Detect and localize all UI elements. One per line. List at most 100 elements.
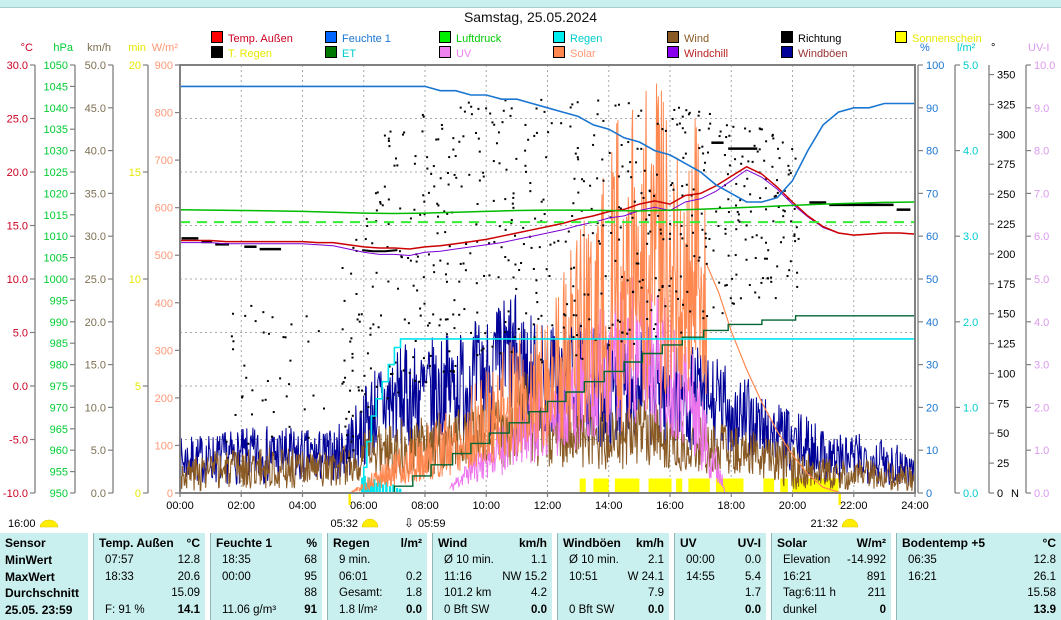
table-row: 88 bbox=[216, 585, 317, 602]
richtung-dot bbox=[489, 112, 492, 115]
tick-label-min: 5 bbox=[135, 381, 141, 393]
tick-label-min: 15 bbox=[129, 167, 141, 179]
richtung-dot bbox=[352, 435, 355, 438]
richtung-dot bbox=[463, 110, 466, 113]
richtung-dot bbox=[581, 357, 584, 360]
richtung-dot bbox=[364, 393, 367, 396]
richtung-dot bbox=[407, 322, 410, 325]
cell-label: F: 91 % bbox=[105, 603, 145, 616]
richtung-dot bbox=[452, 137, 455, 140]
richtung-dot bbox=[614, 104, 617, 107]
table-row: 101.2 km 4.2 bbox=[438, 585, 547, 602]
richtung-dot bbox=[446, 262, 449, 265]
richtung-dot bbox=[422, 115, 425, 118]
richtung-dot bbox=[640, 192, 643, 195]
richtung-dot bbox=[758, 296, 761, 299]
richtung-dot bbox=[669, 222, 672, 225]
tick-label-deg: 175 bbox=[997, 279, 1015, 291]
richtung-dot bbox=[355, 292, 358, 295]
richtung-dot bbox=[677, 106, 680, 109]
richtung-dot bbox=[510, 222, 513, 225]
richtung-dot bbox=[495, 142, 498, 145]
tick-label-kmh: 35.0 bbox=[85, 188, 106, 200]
richtung-dot bbox=[668, 284, 671, 287]
tick-label-min: 0 bbox=[135, 488, 141, 500]
richtung-dot bbox=[627, 170, 630, 173]
richtung-dot bbox=[732, 302, 735, 305]
cell-value: 14.1 bbox=[177, 603, 200, 616]
richtung-dot bbox=[686, 290, 689, 293]
richtung-dot bbox=[504, 99, 507, 102]
richtung-dot bbox=[467, 101, 470, 104]
richtung-dot bbox=[462, 262, 465, 265]
richtung-dot bbox=[796, 285, 799, 288]
series-sonnenschein bbox=[579, 478, 586, 493]
richtung-dot bbox=[718, 281, 721, 284]
richtung-dot bbox=[649, 230, 652, 233]
x-tick-label: 10:00 bbox=[472, 500, 500, 512]
richtung-dot bbox=[358, 313, 361, 316]
tick-label-hPa: 980 bbox=[50, 360, 68, 372]
richtung-dot bbox=[376, 191, 379, 194]
richtung-dot bbox=[391, 372, 394, 375]
tick-label-C: -5.0 bbox=[9, 435, 28, 447]
richtung-dot bbox=[428, 322, 431, 325]
table-row-label: MinWert bbox=[5, 553, 53, 567]
richtung-dot bbox=[439, 259, 442, 262]
richtung-dot bbox=[482, 347, 485, 350]
richtung-dot bbox=[454, 364, 457, 367]
richtung-dot bbox=[357, 386, 360, 389]
richtung-dot bbox=[484, 332, 487, 335]
richtung-dot bbox=[676, 123, 679, 126]
richtung-dot bbox=[525, 312, 528, 315]
richtung-dot bbox=[646, 300, 649, 303]
cell-label bbox=[902, 602, 908, 619]
richtung-dot bbox=[572, 202, 575, 205]
richtung-dot bbox=[764, 187, 767, 190]
cell-label bbox=[216, 585, 222, 602]
richtung-dot bbox=[688, 111, 691, 114]
cell-value: 95 bbox=[304, 570, 317, 583]
richtung-dot bbox=[379, 202, 382, 205]
richtung-dot bbox=[488, 274, 491, 277]
richtung-dot bbox=[427, 191, 430, 194]
richtung-dot bbox=[630, 176, 633, 179]
tick-label-kmh: 45.0 bbox=[85, 103, 106, 115]
richtung-dot bbox=[460, 185, 463, 188]
cell-value: NW 15.2 bbox=[502, 570, 547, 583]
richtung-dot bbox=[782, 209, 785, 212]
richtung-dot bbox=[254, 320, 257, 323]
richtung-dot bbox=[492, 160, 495, 163]
richtung-dot bbox=[617, 175, 620, 178]
cell-value: 91 bbox=[304, 603, 317, 616]
tick-label-C: 10.0 bbox=[7, 274, 28, 286]
richtung-dot bbox=[573, 299, 576, 302]
tick-label-uvi: 4.0 bbox=[1034, 317, 1049, 329]
column-header: Regen l/m² bbox=[333, 535, 422, 552]
richtung-dot bbox=[243, 364, 246, 367]
cell-value: 1.1 bbox=[531, 554, 547, 566]
richtung-dot bbox=[725, 124, 728, 127]
richtung-dot bbox=[739, 297, 742, 300]
richtung-dot bbox=[341, 328, 344, 331]
richtung-dot bbox=[470, 331, 473, 334]
richtung-dot bbox=[423, 213, 426, 216]
axis-unit-pct: % bbox=[920, 42, 930, 54]
richtung-dot bbox=[593, 134, 596, 137]
richtung-dot bbox=[684, 152, 687, 155]
richtung-dot bbox=[793, 207, 796, 210]
richtung-dot bbox=[432, 264, 435, 267]
richtung-dot bbox=[697, 114, 700, 117]
richtung-dot bbox=[377, 326, 380, 329]
cell-label: Ø 10 min. bbox=[569, 554, 619, 566]
weather-chart-svg: -10.0 -5.0 0.0 5.0 10.0 15.0 20.0 25.0 30.0 °C 950… bbox=[3, 42, 1056, 530]
richtung-dot bbox=[387, 280, 390, 283]
richtung-dot bbox=[482, 175, 485, 178]
tick-label-Wm2: 600 bbox=[155, 203, 173, 215]
richtung-dot bbox=[762, 277, 765, 280]
richtung-dot bbox=[512, 276, 515, 279]
richtung-dot bbox=[773, 195, 776, 198]
richtung-dot bbox=[771, 134, 774, 137]
tick-label-pct: 90 bbox=[926, 103, 938, 115]
richtung-dot bbox=[679, 233, 682, 236]
